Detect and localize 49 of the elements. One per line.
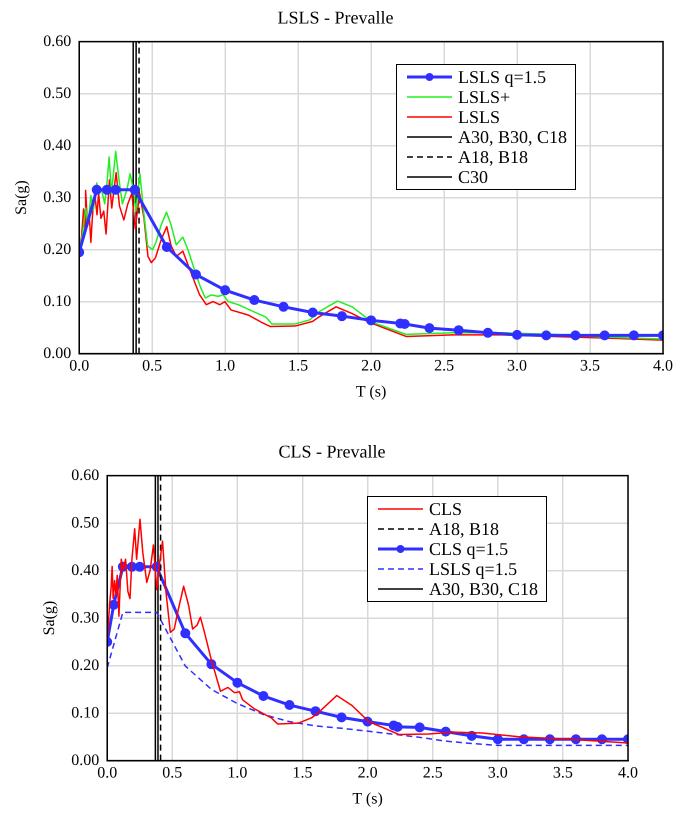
y-tick-label: 0.00 (43, 344, 72, 362)
x-tick-label: 3.5 (580, 357, 600, 374)
y-tick-label: 0.00 (71, 752, 100, 769)
x-axis-title: T (s) (356, 384, 386, 401)
x-tick-label: 3.5 (552, 764, 573, 782)
x-tick-label: 0.5 (142, 357, 162, 374)
y-tick-label: 0.50 (71, 514, 100, 532)
legend-label: LSLS q=1.5 (458, 66, 546, 87)
y-tick-label: 0.50 (43, 84, 72, 102)
legend-label: A18, B18 (458, 146, 528, 167)
legend-label: A18, B18 (428, 518, 499, 539)
x-tick-label: 0.0 (69, 357, 90, 374)
x-tick-label: 4.0 (618, 764, 638, 782)
chart-title: CLS - Prevalle (278, 442, 386, 462)
x-tick-label: 1.5 (288, 357, 308, 374)
x-tick-label: 3.0 (507, 357, 528, 374)
y-tick-label: 0.10 (43, 292, 72, 310)
x-tick-label: 2.5 (422, 764, 443, 782)
legend-label: CLS q=1.5 (428, 538, 508, 559)
x-tick-label: 1.0 (215, 357, 236, 374)
x-tick-label: 2.0 (358, 764, 378, 782)
x-tick-label: 1.0 (227, 764, 248, 782)
x-tick-label: 3.0 (488, 764, 508, 782)
y-tick-label: 0.20 (43, 240, 72, 258)
legend-label: C30 (458, 166, 488, 187)
x-tick-label: 2.5 (434, 357, 454, 374)
x-tick-label: 0.5 (162, 764, 182, 782)
x-axis-title: T (s) (352, 790, 383, 808)
legend-label: CLS (428, 498, 462, 519)
y-tick-label: 0.40 (43, 136, 72, 154)
y-tick-label: 0.20 (71, 656, 100, 674)
y-tick-label: 0.10 (71, 704, 100, 722)
y-axis-title: Sa(g) (40, 600, 58, 636)
x-tick-label: 2.0 (361, 357, 382, 374)
x-tick-label: 1.5 (292, 764, 312, 782)
y-tick-label: 0.30 (43, 188, 72, 206)
legend-label: LSLS (458, 106, 500, 127)
y-tick-label: 0.60 (71, 466, 100, 484)
x-tick-label: 0.0 (97, 764, 118, 782)
legend-label: A30, B30, C18 (428, 578, 538, 599)
y-axis-title: Sa(g) (12, 180, 30, 215)
chart-title: LSLS - Prevalle (278, 8, 394, 28)
legend-label: A30, B30, C18 (458, 126, 567, 147)
legend-label: LSLS q=1.5 (428, 558, 518, 579)
y-tick-label: 0.60 (43, 32, 72, 50)
legend-label: LSLS+ (458, 86, 510, 107)
y-tick-label: 0.40 (71, 562, 100, 579)
x-tick-label: 4.0 (653, 357, 673, 374)
y-tick-label: 0.30 (71, 609, 100, 626)
